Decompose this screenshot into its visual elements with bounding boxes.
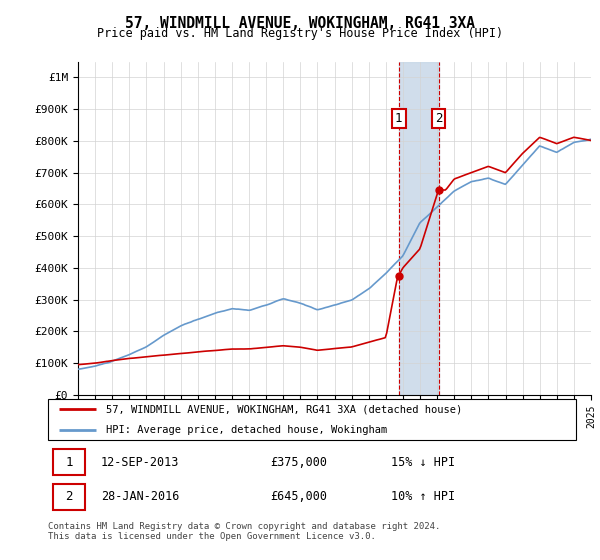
Text: £645,000: £645,000: [270, 491, 327, 503]
FancyBboxPatch shape: [53, 484, 85, 510]
Text: 28-JAN-2016: 28-JAN-2016: [101, 491, 179, 503]
Text: £375,000: £375,000: [270, 455, 327, 469]
Bar: [398, 62, 439, 395]
Text: 12-SEP-2013: 12-SEP-2013: [101, 455, 179, 469]
Text: 10% ↑ HPI: 10% ↑ HPI: [391, 491, 455, 503]
Text: HPI: Average price, detached house, Wokingham: HPI: Average price, detached house, Woki…: [106, 424, 388, 435]
Text: 57, WINDMILL AVENUE, WOKINGHAM, RG41 3XA: 57, WINDMILL AVENUE, WOKINGHAM, RG41 3XA: [125, 16, 475, 31]
Text: 1: 1: [65, 455, 73, 469]
Text: 2: 2: [65, 491, 73, 503]
Text: 57, WINDMILL AVENUE, WOKINGHAM, RG41 3XA (detached house): 57, WINDMILL AVENUE, WOKINGHAM, RG41 3XA…: [106, 404, 463, 414]
Text: Contains HM Land Registry data © Crown copyright and database right 2024.
This d: Contains HM Land Registry data © Crown c…: [48, 522, 440, 542]
FancyBboxPatch shape: [53, 449, 85, 475]
Text: Price paid vs. HM Land Registry's House Price Index (HPI): Price paid vs. HM Land Registry's House …: [97, 27, 503, 40]
Text: 15% ↓ HPI: 15% ↓ HPI: [391, 455, 455, 469]
Text: 1: 1: [395, 112, 403, 125]
Text: 2: 2: [435, 112, 442, 125]
